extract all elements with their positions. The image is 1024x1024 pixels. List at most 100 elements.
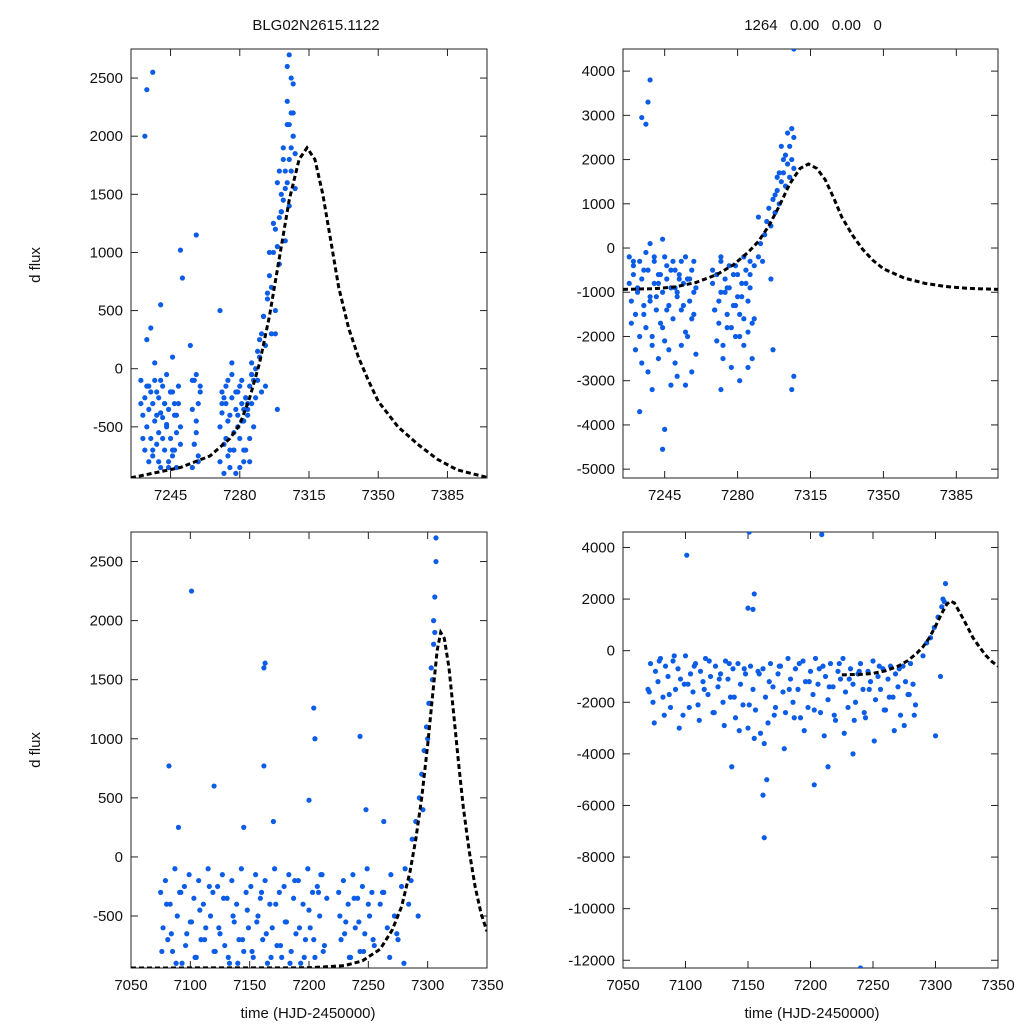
data-point <box>177 424 184 430</box>
data-point <box>784 130 791 136</box>
data-point <box>907 660 914 667</box>
data-point <box>173 464 180 471</box>
data-point <box>406 901 412 907</box>
y-tick-label: -6000 <box>577 797 615 814</box>
data-point <box>812 655 819 662</box>
data-point <box>210 889 216 895</box>
data-point <box>158 889 164 895</box>
data-point <box>789 126 795 132</box>
data-point <box>290 81 296 87</box>
data-point <box>647 77 653 83</box>
data-point <box>321 942 328 949</box>
data-point <box>890 694 896 700</box>
x-tick-label: 7200 <box>794 977 827 994</box>
data-point <box>189 377 195 383</box>
data-point <box>750 606 756 612</box>
data-point <box>781 746 787 752</box>
data-point <box>651 258 657 264</box>
panel-top-left: 7245 7280 7315 7350 7385 -500 0 500 1000 1500 2000… <box>90 48 488 504</box>
data-point <box>643 325 649 331</box>
data-point <box>274 942 280 949</box>
data-point <box>741 666 747 672</box>
data-point <box>836 660 842 667</box>
x-tick-label: 7350 <box>470 977 503 994</box>
data-point <box>345 901 351 907</box>
data-point <box>806 679 812 685</box>
y-tick-label: -500 <box>93 419 123 436</box>
data-point <box>837 676 844 682</box>
x-tick-label: 7100 <box>669 977 702 994</box>
data-point <box>630 271 637 278</box>
data-point <box>764 777 770 783</box>
x-tick-label: 7350 <box>867 487 900 504</box>
x-tick-label: 7245 <box>154 487 187 504</box>
data-point <box>197 907 203 913</box>
data-point <box>229 877 235 884</box>
data-point <box>653 307 659 313</box>
data-point <box>342 931 348 937</box>
data-point <box>664 276 670 282</box>
data-point <box>423 724 430 730</box>
data-point <box>254 348 261 354</box>
data-point <box>168 931 174 937</box>
data-point <box>217 459 223 465</box>
data-point <box>359 883 365 890</box>
data-point <box>287 960 293 966</box>
data-point <box>736 728 742 734</box>
data-point <box>778 179 784 185</box>
data-point <box>245 412 251 418</box>
data-point <box>807 668 814 674</box>
data-point <box>831 712 837 718</box>
model-curve <box>131 145 487 478</box>
data-point <box>292 151 298 157</box>
data-point <box>249 400 255 407</box>
data-point <box>662 663 669 669</box>
data-point <box>169 354 176 360</box>
data-point <box>697 668 704 674</box>
data-point <box>337 913 343 919</box>
data-point <box>156 395 162 401</box>
data-point <box>284 98 290 104</box>
data-point <box>309 889 316 895</box>
data-point <box>724 311 730 317</box>
x-axis-label-right: time (HJD-2450000) <box>744 1005 879 1022</box>
y-tick-label: -4000 <box>577 417 615 434</box>
data-point <box>693 351 699 357</box>
data-point <box>251 424 257 430</box>
data-point <box>369 889 375 895</box>
data-point <box>674 289 680 295</box>
data-point <box>169 453 176 459</box>
data-point <box>645 99 651 105</box>
data-point <box>231 919 237 925</box>
data-point <box>229 371 235 378</box>
data-point <box>148 389 154 395</box>
data-point <box>371 942 377 949</box>
data-point <box>195 453 201 459</box>
data-points <box>645 532 949 968</box>
data-point <box>730 302 737 309</box>
data-point <box>791 715 797 721</box>
data-point <box>233 406 239 413</box>
data-point <box>248 883 254 890</box>
x-tick-label: 7385 <box>940 487 973 504</box>
data-point <box>172 866 178 872</box>
y-axis-label-top: d flux <box>27 247 44 283</box>
data-point <box>877 686 884 692</box>
data-point <box>796 660 802 667</box>
data-point <box>765 720 771 726</box>
data-point <box>432 594 438 600</box>
data-point <box>302 937 309 943</box>
data-point <box>695 702 701 708</box>
data-point <box>355 895 361 901</box>
data-point <box>241 459 247 465</box>
data-point <box>144 424 150 430</box>
data-point <box>193 232 199 238</box>
data-point <box>150 453 156 459</box>
data-point <box>227 412 233 418</box>
data-point <box>827 660 834 667</box>
data-point <box>365 901 371 907</box>
data-point <box>787 174 793 180</box>
data-point <box>690 689 696 695</box>
data-point <box>825 697 831 703</box>
data-point <box>761 835 767 841</box>
